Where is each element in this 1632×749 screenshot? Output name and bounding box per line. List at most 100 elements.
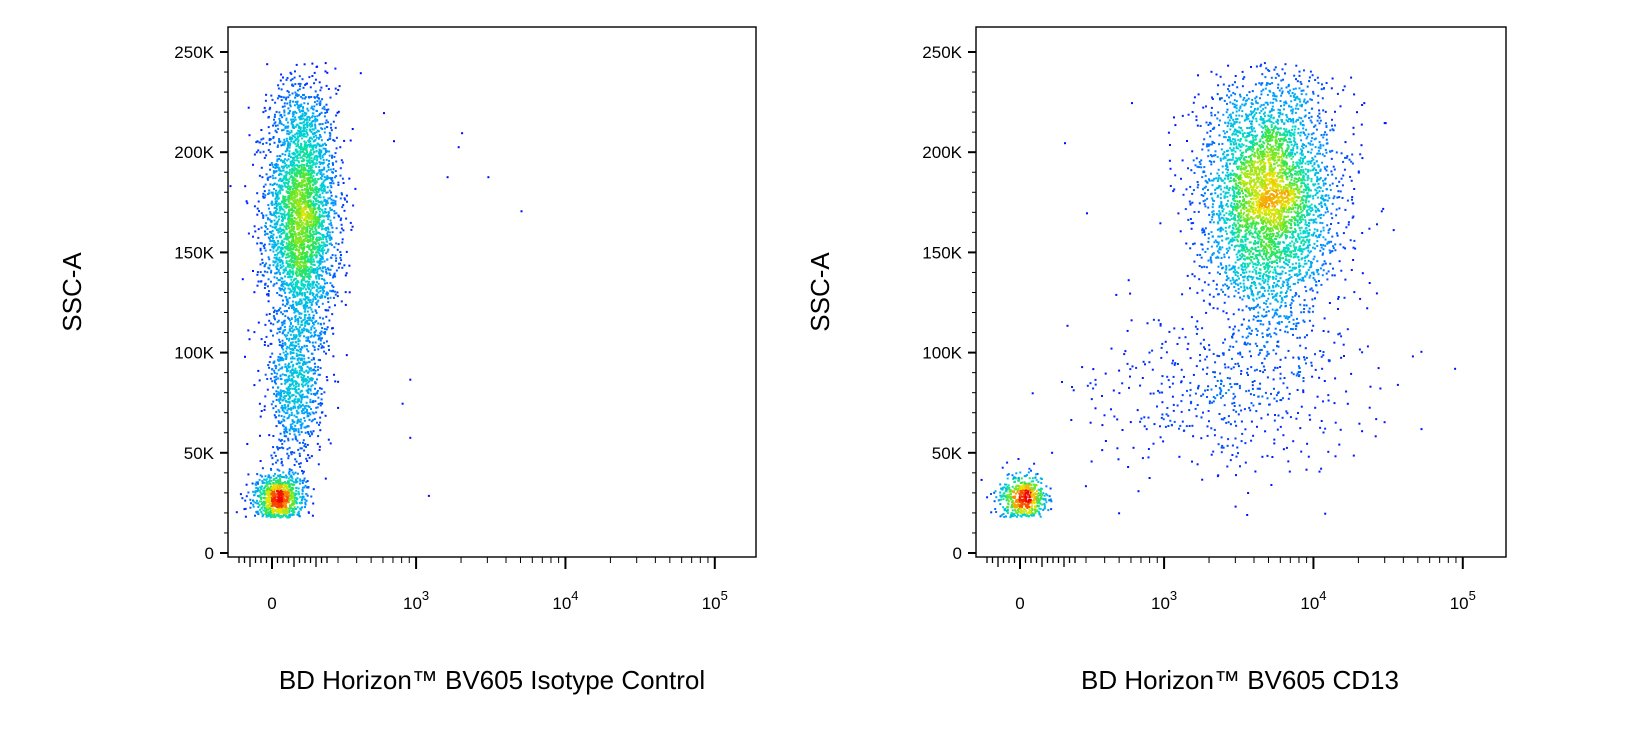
event-dot (262, 245, 265, 247)
event-dot (330, 191, 332, 194)
event-dot (301, 255, 304, 258)
event-dot (277, 377, 280, 380)
event-dot (308, 377, 311, 380)
event-dot (295, 390, 298, 393)
event-dot (320, 188, 323, 191)
event-dot (303, 379, 306, 382)
event-dot (289, 479, 292, 482)
event-dot (320, 127, 323, 130)
event-dot (314, 217, 317, 220)
event-dot (291, 341, 294, 344)
event-dot (295, 438, 298, 441)
event-dot (304, 227, 306, 229)
event-dot (280, 294, 283, 297)
event-dot (316, 110, 318, 112)
event-dot (285, 507, 288, 510)
event-dot (297, 269, 300, 272)
event-dot (264, 263, 266, 266)
event-dot (280, 367, 283, 370)
event-dot (343, 209, 346, 212)
event-dot (291, 165, 294, 168)
event-dot (298, 172, 301, 175)
event-dot (295, 274, 298, 277)
event-dot (287, 276, 290, 279)
event-dot (287, 416, 290, 419)
event-dot (315, 189, 317, 191)
event-dot (312, 175, 315, 178)
event-dot (280, 509, 283, 512)
event-dot (299, 502, 302, 505)
event-dot (324, 199, 327, 202)
event-dot (297, 89, 299, 92)
event-dot (312, 401, 315, 403)
event-dot (283, 440, 286, 443)
event-dot (253, 291, 256, 294)
event-dot (290, 451, 292, 454)
event-dot (272, 361, 275, 364)
event-dot (310, 455, 313, 458)
event-dot (299, 420, 302, 423)
event-dot (315, 150, 318, 153)
event-dot (268, 108, 271, 111)
event-dot (331, 156, 333, 159)
event-dot (276, 183, 278, 186)
event-dot (328, 231, 331, 234)
event-dot (295, 308, 298, 310)
event-dot (263, 496, 266, 499)
event-dot (289, 162, 292, 165)
event-dot (284, 291, 287, 294)
event-dot (260, 338, 263, 341)
event-dot (257, 369, 260, 372)
event-dot (312, 169, 315, 172)
event-dot (294, 133, 297, 136)
event-dot (314, 134, 317, 137)
event-dot (286, 495, 289, 498)
event-dot (314, 186, 317, 189)
event-dot (277, 252, 280, 255)
event-dot (337, 266, 340, 269)
event-dot (292, 243, 295, 246)
event-dot (303, 208, 306, 211)
event-dot (312, 271, 315, 274)
event-dot (298, 301, 300, 304)
event-dot (278, 203, 281, 206)
event-dot (306, 443, 309, 446)
event-dot (320, 111, 323, 114)
event-dot (259, 247, 262, 250)
event-dot (299, 334, 302, 337)
event-dot (332, 332, 335, 335)
event-dot (274, 272, 277, 275)
event-dot (280, 406, 283, 409)
event-dot (325, 272, 328, 275)
event-dot (310, 228, 313, 231)
event-dot (288, 269, 291, 272)
event-dot (299, 122, 302, 125)
event-dot (290, 130, 293, 133)
event-dot (269, 249, 272, 252)
event-dot (323, 235, 326, 238)
event-dot (294, 110, 297, 113)
event-dot (295, 349, 298, 352)
event-dot (311, 115, 314, 118)
event-dot (315, 231, 318, 234)
event-dot (296, 309, 299, 312)
event-dot (294, 116, 296, 119)
event-dot (292, 407, 295, 410)
event-dot (300, 376, 303, 379)
event-dot (267, 193, 270, 195)
event-dot (334, 126, 337, 129)
event-dot (287, 182, 289, 185)
event-dot (286, 233, 289, 236)
event-dot (320, 178, 323, 180)
event-dot (298, 190, 301, 193)
event-dot (296, 103, 299, 106)
event-dot (277, 258, 280, 261)
event-dot (292, 334, 295, 337)
event-dot (326, 250, 329, 253)
event-dot (303, 498, 306, 501)
event-dot (299, 232, 302, 235)
event-dot (293, 336, 296, 339)
event-dot (337, 380, 340, 383)
event-dot (296, 225, 299, 228)
event-dot (319, 332, 322, 335)
